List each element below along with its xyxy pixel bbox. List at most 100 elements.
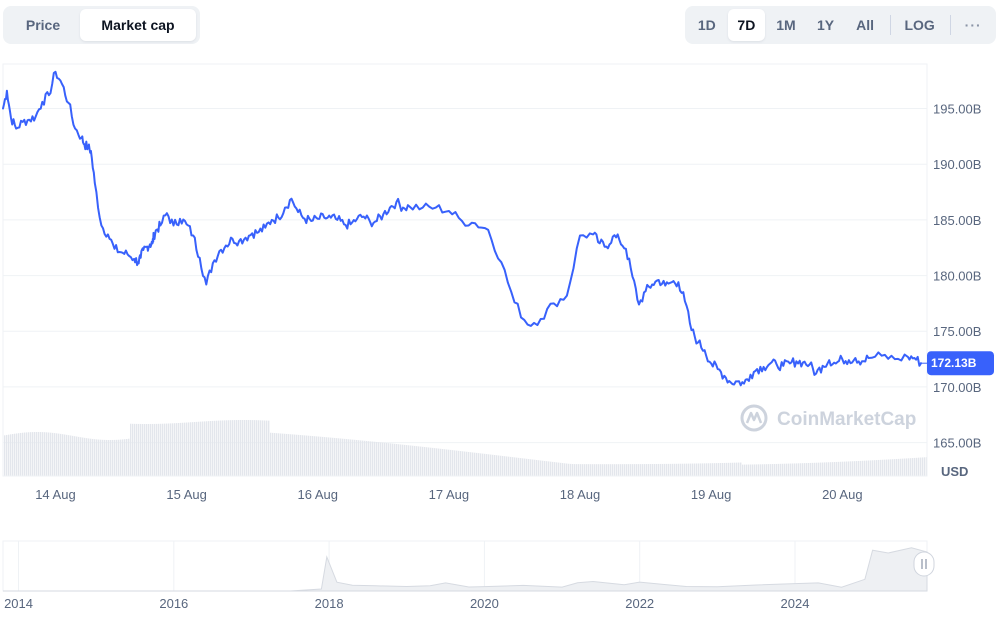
volume-bar bbox=[766, 464, 768, 476]
navigator-handle[interactable] bbox=[913, 551, 935, 577]
volume-bar bbox=[206, 421, 208, 476]
volume-bar bbox=[344, 438, 346, 476]
volume-bar bbox=[682, 463, 684, 476]
price-tab[interactable]: Price bbox=[25, 17, 61, 33]
volume-bar bbox=[248, 420, 250, 476]
volume-bar bbox=[194, 422, 196, 476]
volume-bar bbox=[588, 464, 590, 476]
navigator-handle-body[interactable] bbox=[913, 551, 935, 577]
volume-bar bbox=[586, 464, 588, 476]
volume-bar bbox=[664, 463, 666, 476]
volume-bar bbox=[386, 442, 388, 476]
volume-bar bbox=[508, 456, 510, 476]
volume-bar bbox=[458, 450, 460, 476]
volume-bar bbox=[24, 432, 26, 476]
volume-bar bbox=[890, 459, 892, 476]
volume-bar bbox=[136, 423, 138, 476]
volume-bar bbox=[816, 462, 818, 476]
x-tick-label: 20 Aug bbox=[822, 487, 863, 502]
volume-bar bbox=[16, 433, 18, 476]
volume-bar bbox=[100, 439, 102, 476]
volume-bar bbox=[748, 464, 750, 476]
volume-bar bbox=[824, 462, 826, 476]
volume-bar bbox=[138, 423, 140, 476]
volume-bar bbox=[106, 439, 108, 476]
volume-bar bbox=[350, 439, 352, 476]
volume-bar bbox=[160, 423, 162, 476]
volume-bar bbox=[558, 462, 560, 476]
volume-bar bbox=[782, 463, 784, 476]
range-all-button[interactable]: All bbox=[856, 17, 875, 33]
volume-bar bbox=[640, 464, 642, 476]
volume-bar bbox=[346, 439, 348, 476]
volume-bar bbox=[730, 462, 732, 476]
volume-bar bbox=[614, 464, 616, 476]
volume-bar bbox=[846, 461, 848, 476]
volume-bar bbox=[286, 433, 288, 476]
volume-bar bbox=[562, 463, 564, 476]
x-tick-label: 18 Aug bbox=[560, 487, 601, 502]
volume-bar bbox=[912, 458, 914, 476]
volume-bar bbox=[612, 464, 614, 476]
volume-bar bbox=[374, 441, 376, 476]
range-navigator[interactable]: 2014 2016 2018 2020 2022 2024 bbox=[2, 540, 935, 611]
volume-bar bbox=[36, 432, 38, 476]
volume-bar bbox=[642, 464, 644, 476]
volume-bar bbox=[116, 439, 118, 476]
volume-bar bbox=[158, 423, 160, 476]
volume-bar bbox=[436, 448, 438, 476]
volume-bar bbox=[596, 464, 598, 476]
range-1m-button[interactable]: 1M bbox=[776, 17, 796, 33]
volume-bar bbox=[618, 464, 620, 476]
volume-bar bbox=[860, 460, 862, 476]
range-1d-button[interactable]: 1D bbox=[697, 17, 716, 33]
volume-bar bbox=[98, 439, 100, 476]
volume-bar bbox=[706, 463, 708, 476]
volume-bar bbox=[62, 434, 64, 476]
volume-bar bbox=[428, 447, 430, 476]
volume-bar bbox=[720, 463, 722, 476]
volume-bar bbox=[244, 420, 246, 476]
volume-bar bbox=[564, 463, 566, 476]
more-options-icon[interactable]: ··· bbox=[964, 17, 982, 33]
volume-bar bbox=[360, 440, 362, 476]
volume-bar bbox=[392, 443, 394, 476]
volume-bar bbox=[452, 450, 454, 476]
y-axis-ticks: 195.00B 190.00B 185.00B 180.00B 175.00B 170.0… bbox=[933, 102, 981, 451]
volume-bar bbox=[672, 463, 674, 476]
volume-bar bbox=[652, 464, 654, 476]
volume-bar bbox=[606, 464, 608, 476]
volume-bar bbox=[400, 444, 402, 476]
volume-bar bbox=[44, 432, 46, 476]
volume-bar bbox=[584, 464, 586, 476]
volume-bar bbox=[904, 458, 906, 476]
volume-bar bbox=[356, 440, 358, 476]
volume-bar bbox=[632, 464, 634, 476]
volume-bar bbox=[530, 459, 532, 476]
volume-bar bbox=[906, 458, 908, 476]
volume-bar bbox=[238, 420, 240, 476]
volume-bar bbox=[144, 423, 146, 476]
range-1y-button[interactable]: 1Y bbox=[816, 17, 835, 33]
range-7d-button[interactable]: 7D bbox=[727, 9, 766, 41]
volume-bar bbox=[630, 464, 632, 476]
volume-bar bbox=[472, 452, 474, 476]
volume-bar bbox=[838, 461, 840, 476]
volume-bar bbox=[330, 437, 332, 476]
log-scale-button[interactable]: LOG bbox=[904, 17, 935, 33]
volume-bar bbox=[76, 436, 78, 476]
volume-bar bbox=[910, 458, 912, 476]
chart-mode-toggle: Price Market cap bbox=[3, 6, 200, 44]
volume-bar bbox=[46, 432, 48, 476]
volume-bar bbox=[888, 459, 890, 476]
volume-bar bbox=[456, 450, 458, 476]
volume-bar bbox=[484, 453, 486, 476]
volume-bar bbox=[148, 423, 150, 476]
y-tick-label: 165.00B bbox=[933, 436, 981, 451]
volume-bar bbox=[296, 434, 298, 476]
volume-bar bbox=[696, 463, 698, 476]
volume-bar bbox=[780, 463, 782, 476]
market-cap-tab[interactable]: Market cap bbox=[80, 9, 196, 41]
volume-bar bbox=[826, 462, 828, 476]
